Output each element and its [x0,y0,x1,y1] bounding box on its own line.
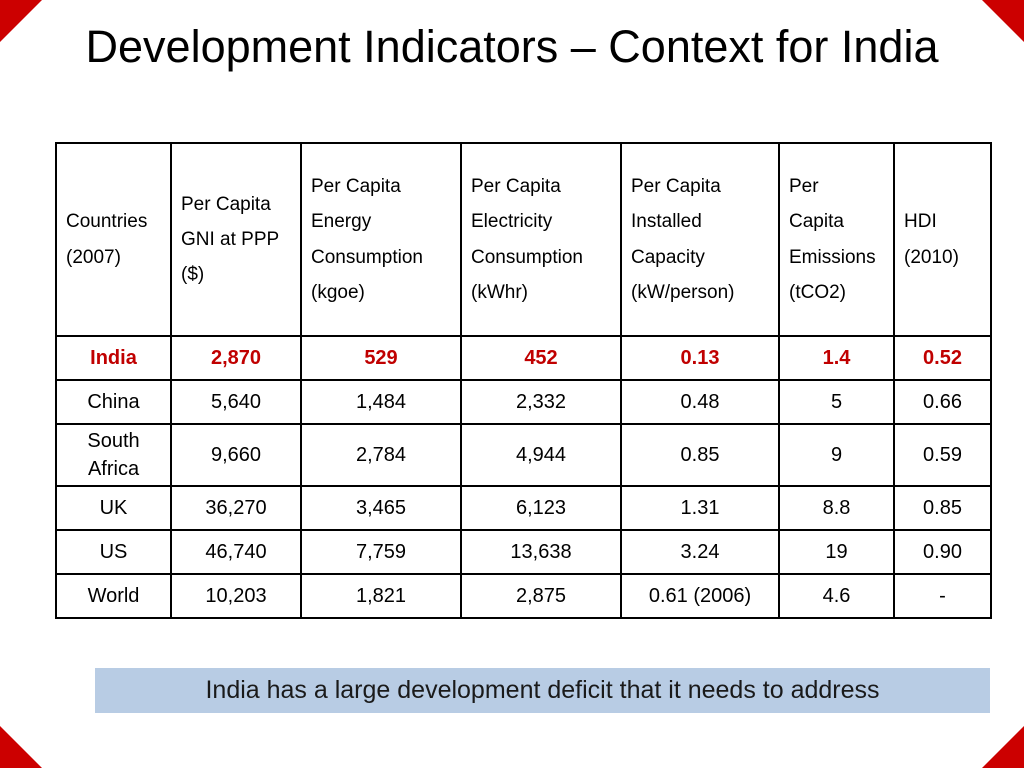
table-cell: India [55,335,172,381]
table-cell: 9 [778,423,895,487]
corner-accent-top-right [982,0,1024,42]
table-cell: 10,203 [170,573,302,619]
footer-text: India has a large development deficit th… [205,676,880,704]
table-cell: 7,759 [300,529,462,575]
col-header-energy-consumption: Per Capita Energy Consumption (kgoe) [300,142,462,337]
table-cell: 5,640 [170,379,302,425]
table-cell: 9,660 [170,423,302,487]
table-cell: 0.59 [893,423,992,487]
table-row-india: India 2,870 529 452 0.13 1.4 0.52 [55,335,992,381]
table-cell: 452 [460,335,622,381]
table-row-south-africa: South Africa 9,660 2,784 4,944 0.85 9 0.… [55,423,992,487]
footer-banner: India has a large development deficit th… [95,668,990,713]
table-cell: 1.4 [778,335,895,381]
table-cell: 4.6 [778,573,895,619]
table-cell: World [55,573,172,619]
table-cell: 0.85 [893,485,992,531]
table-cell: 0.13 [620,335,780,381]
table-cell: 3,465 [300,485,462,531]
col-header-emissions: Per Capita Emissions (tCO2) [778,142,895,337]
table-cell: 0.61 (2006) [620,573,780,619]
table-cell: South Africa [55,423,172,487]
table-cell: 529 [300,335,462,381]
table-cell: 0.66 [893,379,992,425]
table-cell: 46,740 [170,529,302,575]
table-cell: 6,123 [460,485,622,531]
table-cell: 2,875 [460,573,622,619]
table-cell: 5 [778,379,895,425]
table-row-world: World 10,203 1,821 2,875 0.61 (2006) 4.6… [55,573,992,619]
table-cell: 1,484 [300,379,462,425]
table-cell: China [55,379,172,425]
table-cell: US [55,529,172,575]
table-cell: 8.8 [778,485,895,531]
col-header-hdi: HDI (2010) [893,142,992,337]
table-cell: 1,821 [300,573,462,619]
col-header-installed-capacity: Per Capita Installed Capacity (kW/person… [620,142,780,337]
table-cell: 2,870 [170,335,302,381]
slide-title: Development Indicators – Context for Ind… [85,21,939,72]
development-indicators-table: Countries (2007) Per Capita GNI at PPP (… [55,142,992,619]
corner-accent-bottom-left [0,726,42,768]
table-cell: 2,784 [300,423,462,487]
table-cell: 3.24 [620,529,780,575]
table-cell: - [893,573,992,619]
table-cell: 0.85 [620,423,780,487]
table-row-uk: UK 36,270 3,465 6,123 1.31 8.8 0.85 [55,485,992,531]
table-cell: 13,638 [460,529,622,575]
table-cell: UK [55,485,172,531]
table-cell: 0.90 [893,529,992,575]
table-cell: 4,944 [460,423,622,487]
col-header-electricity: Per Capita Electricity Consumption (kWhr… [460,142,622,337]
table-cell: 2,332 [460,379,622,425]
table-cell: 19 [778,529,895,575]
table-row-china: China 5,640 1,484 2,332 0.48 5 0.66 [55,379,992,425]
col-header-countries: Countries (2007) [55,142,172,337]
corner-accent-bottom-right [982,726,1024,768]
table-cell: 0.52 [893,335,992,381]
table-cell: 0.48 [620,379,780,425]
corner-accent-top-left [0,0,42,42]
table-header-row: Countries (2007) Per Capita GNI at PPP (… [55,142,992,337]
table-row-us: US 46,740 7,759 13,638 3.24 19 0.90 [55,529,992,575]
col-header-gni: Per Capita GNI at PPP ($) [170,142,302,337]
table-cell: 1.31 [620,485,780,531]
table-cell: 36,270 [170,485,302,531]
